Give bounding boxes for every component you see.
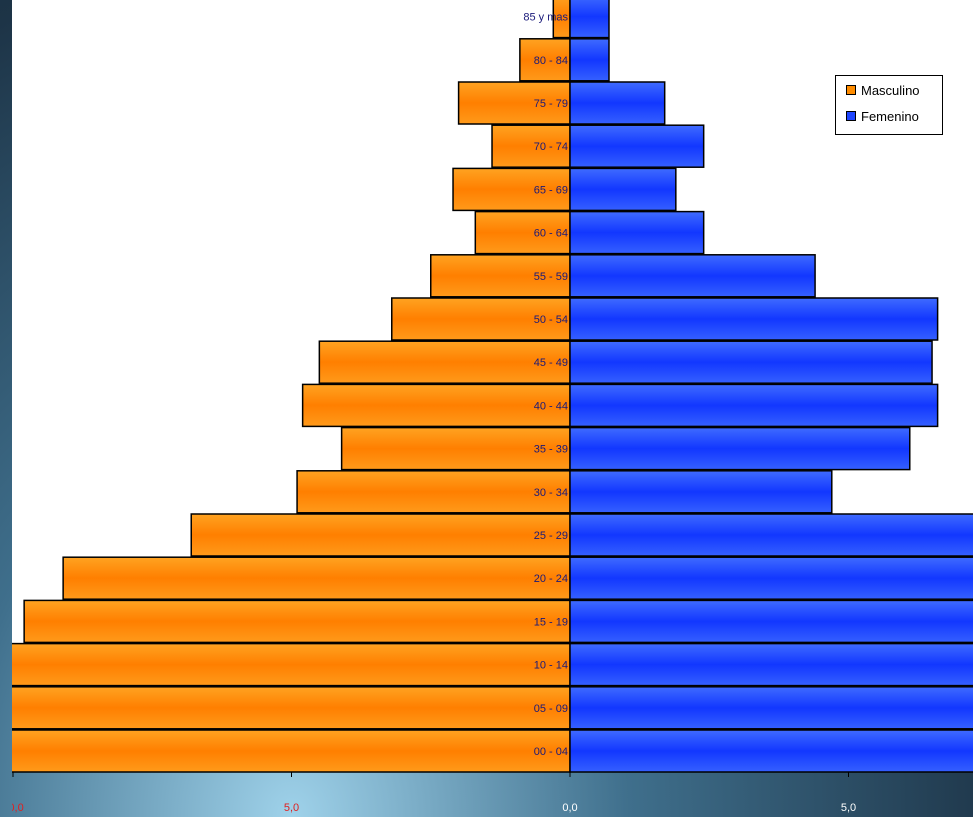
x-tick-label: 0,0 [562, 802, 577, 814]
bar-masculino-05-09 [12, 686, 571, 730]
chart-legend: Masculino Femenino [835, 75, 943, 135]
category-label-65-69: 65 - 69 [534, 184, 568, 196]
category-labels: 00 - 04 05 - 09 10 - 14 15 - 19 20 - 24 25 - … [523, 12, 568, 758]
bar-masculino-30-34 [296, 470, 571, 514]
bar-masculino-35-39 [340, 426, 571, 471]
bar-femenino-35-39 [569, 426, 911, 471]
bar-masculino-50-54 [391, 297, 571, 341]
masculino-bars [12, 0, 571, 773]
category-label-50-54: 50 - 54 [534, 314, 568, 326]
bar-femenino-70-74 [569, 124, 705, 168]
bar-masculino-25-29 [190, 513, 571, 557]
category-label-70-74: 70 - 74 [534, 141, 568, 153]
bar-femenino-20-24 [569, 556, 973, 600]
bar-femenino-50-54 [569, 297, 939, 341]
legend-label-femenino: Femenino [861, 109, 919, 124]
bar-femenino-85ymas [569, 0, 610, 39]
legend-swatch-masculino [846, 85, 856, 95]
category-label-60-64: 60 - 64 [534, 228, 568, 240]
category-label-40-44: 40 - 44 [534, 400, 568, 412]
bar-femenino-30-34 [569, 470, 833, 514]
bar-femenino-55-59 [569, 254, 816, 298]
x-tick-label: 10,0 [12, 802, 24, 814]
bar-femenino-40-44 [569, 383, 939, 428]
bar-masculino-15-19 [23, 599, 571, 644]
bar-femenino-10-14 [569, 642, 973, 687]
category-label-80-84: 80 - 84 [534, 55, 568, 67]
x-tick-label: 5,0 [841, 802, 856, 814]
bar-femenino-65-69 [569, 167, 677, 212]
bar-femenino-00-04 [569, 729, 973, 773]
bar-masculino-75-79 [457, 81, 571, 125]
bar-femenino-80-84 [569, 38, 610, 82]
bar-femenino-15-19 [569, 599, 973, 644]
category-label-35-39: 35 - 39 [534, 444, 568, 456]
legend-swatch-femenino [846, 111, 856, 121]
bar-masculino-70-74 [491, 124, 571, 168]
category-label-10-14: 10 - 14 [534, 660, 568, 672]
bar-masculino-00-04 [12, 729, 571, 773]
category-label-75-79: 75 - 79 [534, 98, 568, 110]
bar-masculino-80-84 [519, 38, 571, 82]
category-label-45-49: 45 - 49 [534, 357, 568, 369]
category-label-55-59: 55 - 59 [534, 271, 568, 283]
bar-masculino-40-44 [301, 383, 571, 428]
bar-femenino-25-29 [569, 513, 973, 557]
category-label-25-29: 25 - 29 [534, 530, 568, 542]
chart-frame: 00 - 04 05 - 09 10 - 14 15 - 19 20 - 24 25 - … [12, 0, 973, 814]
category-label-15-19: 15 - 19 [534, 616, 568, 628]
category-label-30-34: 30 - 34 [534, 487, 568, 499]
bar-femenino-60-64 [569, 210, 705, 255]
bar-femenino-75-79 [569, 81, 666, 125]
legend-item-masculino: Masculino [846, 83, 920, 99]
population-pyramid-plot: 00 - 04 05 - 09 10 - 14 15 - 19 20 - 24 25 - … [12, 0, 973, 814]
category-label-00-04: 00 - 04 [534, 746, 568, 758]
x-tick-label: 5,0 [284, 802, 299, 814]
bar-femenino-45-49 [569, 340, 933, 384]
bar-masculino-10-14 [12, 642, 571, 687]
category-label-85ymas: 85 y mas [523, 12, 568, 24]
bar-masculino-20-24 [62, 556, 571, 600]
bar-femenino-05-09 [569, 686, 973, 730]
category-label-20-24: 20 - 24 [534, 573, 568, 585]
x-axis-ticks: 20,015,010,05,00,05,010,0 [12, 772, 856, 814]
bar-masculino-65-69 [452, 167, 571, 212]
femenino-bars [569, 0, 973, 773]
category-label-05-09: 05 - 09 [534, 703, 568, 715]
bar-masculino-55-59 [430, 254, 571, 298]
bar-masculino-45-49 [318, 340, 571, 384]
legend-label-masculino: Masculino [861, 83, 920, 98]
legend-item-femenino: Femenino [846, 109, 919, 125]
